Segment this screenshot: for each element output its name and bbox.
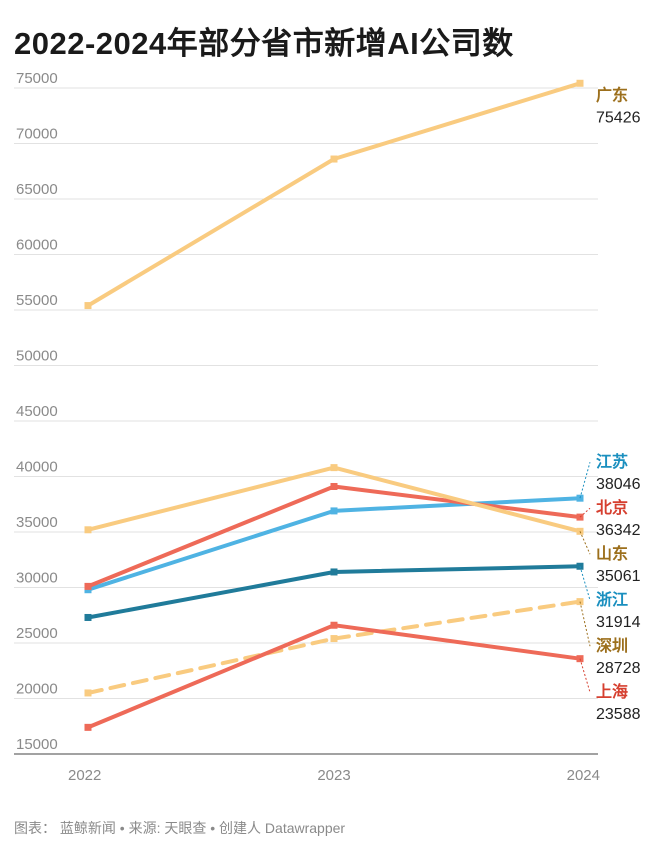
label-leader bbox=[579, 531, 591, 555]
data-point bbox=[84, 302, 92, 310]
source-footer: 图表： 蓝鲸新闻 • 来源: 天眼查 • 创建人 Datawrapper bbox=[14, 820, 346, 836]
series-value-label: 38046 bbox=[596, 476, 641, 493]
series-name-label: 山东 bbox=[596, 544, 628, 563]
y-axis: 15000 20000 25000 30000 35000 40000 45000 50000… bbox=[16, 70, 58, 753]
y-tick-label: 65000 bbox=[16, 181, 58, 198]
series-name-label: 深圳 bbox=[596, 636, 628, 655]
series-name-label: 广东 bbox=[596, 85, 628, 104]
data-point bbox=[330, 621, 338, 629]
y-tick-label: 70000 bbox=[16, 126, 58, 143]
series-name-label: 北京 bbox=[596, 498, 628, 517]
y-tick-label: 35000 bbox=[16, 514, 58, 531]
y-tick-label: 15000 bbox=[16, 736, 58, 753]
y-tick-label: 50000 bbox=[16, 348, 58, 365]
gridlines bbox=[14, 87, 598, 755]
data-point bbox=[84, 689, 92, 697]
series-value-label: 28728 bbox=[596, 660, 641, 677]
x-tick-label: 2023 bbox=[317, 767, 350, 784]
series-name-label: 浙江 bbox=[596, 590, 628, 609]
data-point bbox=[330, 507, 338, 515]
series-value-label: 35061 bbox=[596, 568, 641, 585]
data-point bbox=[84, 613, 92, 621]
series-name-label: 上海 bbox=[596, 682, 628, 701]
x-axis: 2022 2023 2024 bbox=[68, 767, 600, 784]
y-tick-label: 75000 bbox=[16, 70, 58, 87]
y-tick-label: 30000 bbox=[16, 570, 58, 587]
label-leader bbox=[579, 462, 591, 499]
y-tick-label: 25000 bbox=[16, 625, 58, 642]
series-labels: 广东 75426 江苏 38046 北京 36342 山东 35061 浙江 31914 深圳 287… bbox=[579, 85, 641, 723]
y-tick-label: 45000 bbox=[16, 403, 58, 420]
data-point bbox=[330, 464, 338, 472]
line-chart: 15000 20000 25000 30000 35000 40000 45000 50000… bbox=[14, 70, 641, 784]
data-point bbox=[84, 582, 92, 590]
data-point bbox=[330, 568, 338, 576]
series-value-label: 23588 bbox=[596, 706, 641, 723]
label-leader bbox=[579, 566, 591, 601]
x-tick-label: 2022 bbox=[68, 767, 101, 784]
label-leader bbox=[579, 658, 591, 693]
data-point bbox=[330, 482, 338, 490]
data-point bbox=[576, 79, 584, 87]
data-point bbox=[330, 635, 338, 643]
y-tick-label: 55000 bbox=[16, 292, 58, 309]
data-point bbox=[330, 155, 338, 163]
series-value-label: 36342 bbox=[596, 522, 641, 539]
series-line-广东 bbox=[86, 81, 582, 308]
x-tick-label: 2024 bbox=[567, 767, 600, 784]
data-point bbox=[84, 723, 92, 731]
series-value-label: 75426 bbox=[596, 109, 641, 126]
y-tick-label: 20000 bbox=[16, 681, 58, 698]
y-tick-label: 60000 bbox=[16, 237, 58, 254]
series-line-山东 bbox=[86, 465, 582, 534]
series-lines bbox=[84, 79, 584, 731]
y-tick-label: 40000 bbox=[16, 459, 58, 476]
series-value-label: 31914 bbox=[596, 614, 641, 631]
data-point bbox=[84, 526, 92, 534]
label-leader bbox=[579, 601, 591, 647]
series-name-label: 江苏 bbox=[596, 452, 628, 471]
chart-title: 2022-2024年部分省市新增AI公司数 bbox=[14, 26, 514, 61]
